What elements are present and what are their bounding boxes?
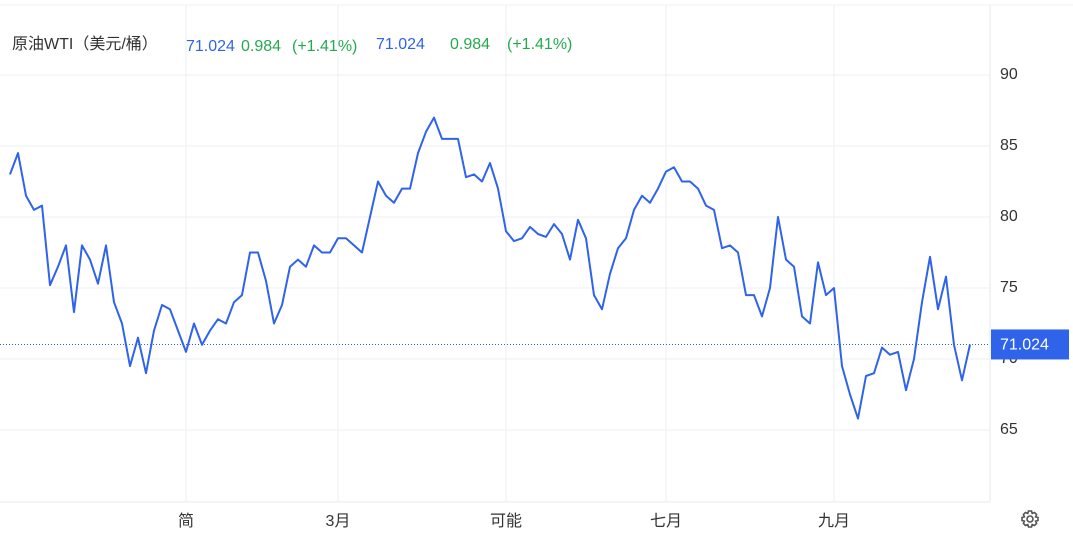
change: 0.984 [241, 38, 281, 55]
x-tick-label: 七月 [650, 512, 682, 530]
change-percent: (+1.41%) [507, 36, 572, 53]
plot [0, 116, 990, 420]
last-price-label: 71.024 [1000, 337, 1049, 354]
last-price: 71.024 [376, 36, 425, 53]
settings-icon[interactable] [1021, 510, 1039, 528]
last-price-box [991, 329, 1069, 360]
x-tick-label: 九月 [818, 512, 850, 530]
x-tick-label: 简 [178, 512, 194, 530]
y-tick-label: 80 [1000, 208, 1018, 225]
x-tick-label: 3月 [326, 513, 351, 530]
change: 0.984 [450, 36, 490, 53]
y-tick-label: 65 [1000, 421, 1018, 438]
x-tick-label: 可能 [490, 512, 522, 530]
chart-title: 原油WTI（美元/桶） [12, 35, 158, 53]
y-tick-label: 75 [1000, 279, 1018, 296]
grid [0, 5, 990, 502]
y-tick-label: 90 [1000, 66, 1018, 83]
price-line [9, 116, 971, 420]
change-percent: (+1.41%) [292, 38, 357, 55]
last-price: 71.024 [186, 38, 235, 55]
y-tick-label: 85 [1000, 137, 1018, 154]
